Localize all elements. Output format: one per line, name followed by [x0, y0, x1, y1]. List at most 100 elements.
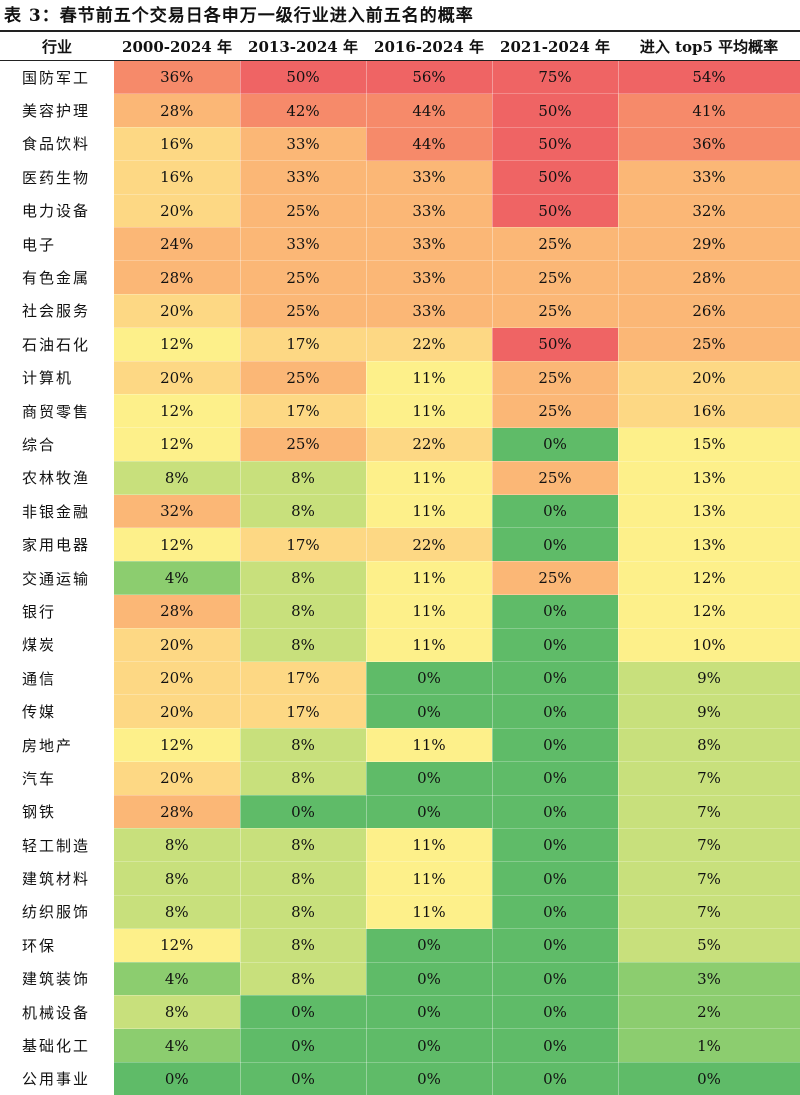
- value-top5-average-cell: 15%: [618, 428, 800, 461]
- value-2000-2024-cell: 12%: [114, 728, 240, 761]
- industry-cell: 银行: [0, 595, 114, 628]
- industry-cell: 电子: [0, 227, 114, 260]
- value-2016-2024-cell: 11%: [366, 394, 492, 427]
- value-top5-average-cell: 5%: [618, 929, 800, 962]
- value-2016-2024-cell: 33%: [366, 294, 492, 327]
- industry-cell: 非银金融: [0, 495, 114, 528]
- value-2000-2024-cell: 32%: [114, 495, 240, 528]
- value-2016-2024-cell: 11%: [366, 728, 492, 761]
- value-top5-average-cell: 9%: [618, 695, 800, 728]
- value-2021-2024-cell: 0%: [492, 528, 618, 561]
- value-2013-2024-cell: 0%: [240, 1062, 366, 1095]
- value-2000-2024-cell: 12%: [114, 394, 240, 427]
- value-2013-2024-cell: 42%: [240, 94, 366, 127]
- value-2000-2024-cell: 8%: [114, 862, 240, 895]
- value-2016-2024-cell: 0%: [366, 1029, 492, 1062]
- value-2000-2024-cell: 12%: [114, 428, 240, 461]
- value-2013-2024-cell: 8%: [240, 895, 366, 928]
- value-2016-2024-cell: 44%: [366, 94, 492, 127]
- header-2021-2024: 2021-2024 年: [492, 32, 618, 61]
- value-2016-2024-cell: 56%: [366, 61, 492, 94]
- value-2000-2024-cell: 20%: [114, 361, 240, 394]
- value-top5-average-cell: 13%: [618, 461, 800, 494]
- probability-table: 行业 2000-2024 年 2013-2024 年 2016-2024 年 2…: [0, 32, 800, 1095]
- value-2013-2024-cell: 8%: [240, 628, 366, 661]
- value-2013-2024-cell: 25%: [240, 361, 366, 394]
- value-2016-2024-cell: 11%: [366, 862, 492, 895]
- value-top5-average-cell: 9%: [618, 662, 800, 695]
- value-top5-average-cell: 8%: [618, 728, 800, 761]
- value-2021-2024-cell: 25%: [492, 261, 618, 294]
- value-2021-2024-cell: 0%: [492, 595, 618, 628]
- value-2021-2024-cell: 0%: [492, 495, 618, 528]
- value-2000-2024-cell: 24%: [114, 227, 240, 260]
- value-top5-average-cell: 7%: [618, 895, 800, 928]
- industry-cell: 医药生物: [0, 161, 114, 194]
- value-2013-2024-cell: 25%: [240, 261, 366, 294]
- value-2013-2024-cell: 8%: [240, 461, 366, 494]
- industry-cell: 食品饮料: [0, 127, 114, 160]
- value-2013-2024-cell: 25%: [240, 294, 366, 327]
- value-2013-2024-cell: 8%: [240, 862, 366, 895]
- value-2000-2024-cell: 8%: [114, 995, 240, 1028]
- industry-cell: 房地产: [0, 728, 114, 761]
- industry-cell: 电力设备: [0, 194, 114, 227]
- value-2016-2024-cell: 11%: [366, 628, 492, 661]
- industry-cell: 计算机: [0, 361, 114, 394]
- value-2021-2024-cell: 50%: [492, 194, 618, 227]
- industry-cell: 通信: [0, 662, 114, 695]
- value-2021-2024-cell: 0%: [492, 1029, 618, 1062]
- value-2000-2024-cell: 12%: [114, 328, 240, 361]
- value-2013-2024-cell: 0%: [240, 995, 366, 1028]
- value-2021-2024-cell: 25%: [492, 294, 618, 327]
- value-top5-average-cell: 33%: [618, 161, 800, 194]
- value-2000-2024-cell: 20%: [114, 695, 240, 728]
- value-2016-2024-cell: 0%: [366, 762, 492, 795]
- value-top5-average-cell: 1%: [618, 1029, 800, 1062]
- value-2013-2024-cell: 8%: [240, 962, 366, 995]
- value-2013-2024-cell: 25%: [240, 428, 366, 461]
- value-2016-2024-cell: 33%: [366, 227, 492, 260]
- industry-cell: 汽车: [0, 762, 114, 795]
- value-2000-2024-cell: 16%: [114, 127, 240, 160]
- value-2016-2024-cell: 11%: [366, 895, 492, 928]
- value-2021-2024-cell: 50%: [492, 161, 618, 194]
- value-top5-average-cell: 26%: [618, 294, 800, 327]
- value-2021-2024-cell: 50%: [492, 127, 618, 160]
- value-top5-average-cell: 16%: [618, 394, 800, 427]
- value-2013-2024-cell: 17%: [240, 328, 366, 361]
- value-top5-average-cell: 20%: [618, 361, 800, 394]
- header-row: 行业 2000-2024 年 2013-2024 年 2016-2024 年 2…: [0, 32, 800, 61]
- value-2013-2024-cell: 0%: [240, 795, 366, 828]
- value-2000-2024-cell: 0%: [114, 1062, 240, 1095]
- industry-cell: 商贸零售: [0, 394, 114, 427]
- value-top5-average-cell: 13%: [618, 495, 800, 528]
- value-top5-average-cell: 12%: [618, 595, 800, 628]
- industry-cell: 建筑装饰: [0, 962, 114, 995]
- industry-cell: 综合: [0, 428, 114, 461]
- industry-cell: 国防军工: [0, 61, 114, 94]
- industry-cell: 基础化工: [0, 1029, 114, 1062]
- value-2021-2024-cell: 0%: [492, 962, 618, 995]
- value-top5-average-cell: 54%: [618, 61, 800, 94]
- value-2016-2024-cell: 22%: [366, 428, 492, 461]
- value-2013-2024-cell: 8%: [240, 728, 366, 761]
- value-2021-2024-cell: 0%: [492, 795, 618, 828]
- industry-cell: 家用电器: [0, 528, 114, 561]
- header-industry: 行业: [0, 32, 114, 61]
- value-2016-2024-cell: 33%: [366, 194, 492, 227]
- value-2021-2024-cell: 0%: [492, 762, 618, 795]
